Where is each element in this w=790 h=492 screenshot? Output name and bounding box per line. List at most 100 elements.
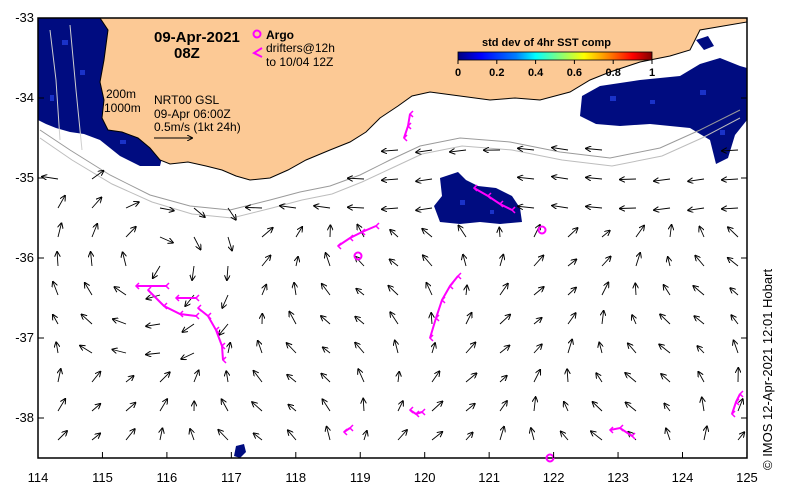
- x-tick-label: 121: [478, 470, 500, 485]
- current-arrow: [389, 286, 399, 296]
- drifter-chevron: [221, 356, 227, 364]
- current-arrow: [321, 374, 331, 383]
- current-arrow: [518, 177, 535, 179]
- current-arrow: [702, 398, 704, 412]
- current-arrow: [123, 252, 126, 267]
- current-arrow: [159, 236, 173, 243]
- argo-legend-label: Argo: [266, 28, 294, 42]
- drifter-chevron: [420, 408, 426, 416]
- current-arrow: [466, 286, 467, 296]
- current-arrow: [567, 288, 576, 296]
- current-arrow: [397, 401, 403, 412]
- current-arrow: [193, 371, 199, 383]
- x-tick-label: 119: [350, 470, 371, 485]
- current-arrow: [567, 340, 572, 354]
- x-tick-label: 125: [736, 470, 758, 485]
- y-axis: -33 -34 -35 -36 -37 -38: [15, 10, 747, 425]
- current-arrow: [427, 283, 433, 296]
- current-arrow: [450, 150, 467, 152]
- current-arrow: [53, 282, 59, 296]
- current-arrow: [567, 313, 576, 325]
- contour-label-1000m: 1000m: [104, 101, 141, 115]
- drifter-chevron: [134, 282, 140, 290]
- current-arrow: [499, 427, 504, 441]
- source-time: 09-Apr 06:00Z: [154, 107, 231, 121]
- current-arrow: [601, 283, 608, 296]
- colorbar-tick-label: 0: [455, 67, 461, 79]
- current-arrow: [664, 404, 671, 412]
- current-arrow: [125, 376, 134, 383]
- current-vectors: [42, 148, 744, 441]
- current-arrow: [355, 317, 365, 325]
- current-arrow: [660, 314, 671, 325]
- current-arrow: [57, 196, 65, 209]
- drifter-track: [147, 289, 197, 317]
- drifter-chevron: [486, 192, 492, 200]
- current-arrow: [628, 344, 637, 354]
- current-arrow: [533, 370, 540, 383]
- current-arrow: [431, 402, 442, 412]
- current-arrow: [601, 231, 610, 238]
- current-arrow: [432, 343, 435, 354]
- current-arrow: [159, 399, 167, 412]
- current-arrow: [552, 206, 569, 208]
- drifter-chevron: [214, 326, 220, 334]
- current-arrow: [499, 228, 500, 238]
- current-arrow: [287, 343, 297, 354]
- current-arrow: [355, 343, 365, 354]
- colorbar-tick-label: 1: [649, 67, 655, 79]
- current-arrow: [499, 315, 510, 325]
- current-arrow: [226, 371, 228, 383]
- argo-legend-icon: [252, 29, 262, 39]
- current-arrow: [664, 285, 671, 296]
- drifter-chevron: [406, 122, 412, 130]
- x-tick-label: 123: [607, 470, 629, 485]
- colorbar-tick-label: 0.2: [489, 67, 504, 79]
- current-arrow: [688, 208, 705, 210]
- current-arrow: [533, 287, 544, 296]
- current-arrow: [146, 324, 161, 326]
- drifter-chevron: [408, 406, 414, 414]
- current-arrow: [57, 399, 65, 412]
- current-arrow: [295, 227, 302, 238]
- current-arrow: [635, 226, 644, 238]
- current-arrow: [625, 373, 637, 383]
- current-arrow: [80, 346, 93, 354]
- x-tick-label: 122: [543, 470, 565, 485]
- current-arrow: [499, 346, 509, 354]
- current-arrow: [254, 433, 263, 441]
- drifter-chevron: [428, 334, 434, 342]
- current-arrow: [499, 284, 508, 296]
- current-arrow: [620, 179, 637, 180]
- credit-note: © IMOS 12-Apr-2021 12:01 Hobart: [760, 268, 775, 470]
- current-arrow: [280, 206, 297, 208]
- current-arrow: [533, 256, 543, 267]
- current-arrow: [459, 226, 467, 238]
- drifter-chevron: [162, 302, 168, 310]
- current-arrow: [593, 402, 603, 412]
- current-arrow: [358, 369, 365, 383]
- current-arrow: [146, 353, 161, 355]
- current-arrow: [58, 223, 61, 238]
- current-arrow: [159, 372, 170, 383]
- current-arrow: [183, 323, 195, 332]
- drifter-chevron: [608, 426, 614, 434]
- current-arrow: [599, 343, 602, 354]
- current-arrow: [327, 427, 330, 441]
- current-arrow: [722, 208, 739, 209]
- sst-patches: [38, 18, 747, 458]
- current-arrow: [294, 283, 296, 296]
- current-arrow: [499, 401, 507, 412]
- current-arrow: [323, 399, 331, 412]
- current-arrow: [666, 429, 670, 441]
- drifter-chevron: [178, 310, 184, 318]
- current-arrow: [91, 434, 100, 441]
- current-arrow: [125, 202, 139, 209]
- current-arrow: [693, 286, 705, 296]
- current-arrow: [348, 178, 365, 179]
- current-arrow: [326, 253, 331, 267]
- current-arrow: [363, 399, 364, 412]
- current-arrow: [518, 148, 535, 150]
- current-arrow: [730, 288, 739, 296]
- current-arrow: [91, 198, 101, 209]
